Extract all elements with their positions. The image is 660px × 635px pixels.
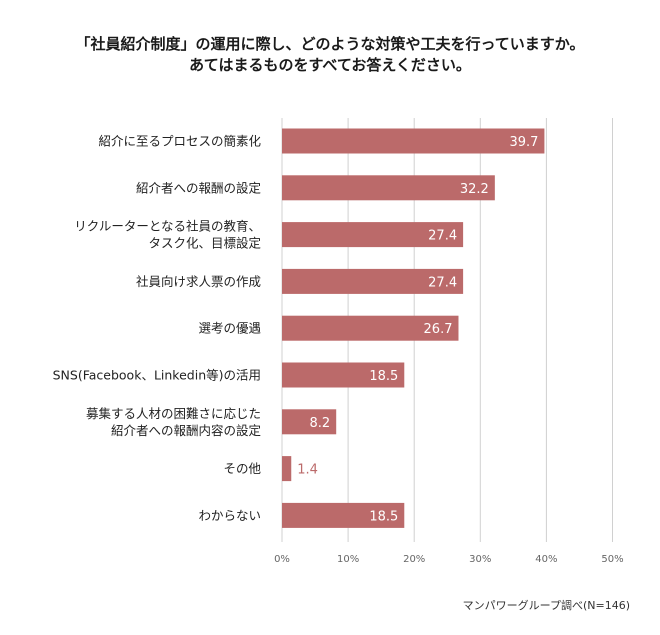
value-label: 1.4 xyxy=(297,463,318,478)
x-tick-label: 40% xyxy=(535,554,557,565)
category-label: SNS(Facebook、Linkedin等)の活用 xyxy=(53,368,261,383)
category-label: 紹介者への報酬の設定 xyxy=(136,180,261,195)
value-label: 18.5 xyxy=(369,369,398,384)
category-label: 社員向け求人票の作成 xyxy=(136,274,261,289)
bar xyxy=(282,128,545,154)
bar xyxy=(282,456,292,482)
category-label: タスク化、目標設定 xyxy=(148,236,261,251)
value-label: 18.5 xyxy=(369,509,398,524)
value-label: 26.7 xyxy=(424,322,453,337)
value-label: 27.4 xyxy=(428,229,457,244)
chart-title: 「社員紹介制度」の運用に際し、どのような対策や工夫を行っていますか。 あてはまる… xyxy=(0,34,660,76)
value-label: 27.4 xyxy=(428,275,457,290)
category-label: その他 xyxy=(223,461,261,476)
category-label: 選考の優遇 xyxy=(198,321,261,336)
category-labels: 紹介に至るプロセスの簡素化紹介者への報酬の設定リクルーターとなる社員の教育、タス… xyxy=(53,134,262,523)
value-label: 32.2 xyxy=(460,182,489,197)
value-label: 39.7 xyxy=(509,135,538,150)
chart-title-line-2: あてはまるものをすべてお答えください。 xyxy=(189,56,471,74)
bar xyxy=(282,268,464,294)
source-note: マンパワーグループ調べ(N=146) xyxy=(462,599,630,612)
x-tick-label: 30% xyxy=(469,554,491,565)
chart-title-line-1: 「社員紹介制度」の運用に際し、どのような対策や工夫を行っていますか。 xyxy=(75,35,585,53)
category-label: 紹介者への報酬内容の設定 xyxy=(111,423,261,438)
x-tick-label: 10% xyxy=(337,554,359,565)
x-tick-label: 0% xyxy=(274,554,290,565)
bars xyxy=(282,128,545,528)
bar xyxy=(282,502,405,528)
value-labels: 39.7 32.2 27.4 27.4 26.7 18.5 8.2 1.4 18.5 xyxy=(297,135,538,524)
bar xyxy=(282,222,464,248)
category-label: わからない xyxy=(198,508,261,523)
bar xyxy=(282,315,459,341)
category-label: 募集する人材の困難さに応じた xyxy=(86,406,261,421)
x-axis-tick-labels: 0% 10% 20% 30% 40% 50% xyxy=(274,554,624,565)
x-tick-label: 20% xyxy=(403,554,425,565)
category-label: リクルーターとなる社員の教育、 xyxy=(74,219,261,234)
bar xyxy=(282,409,337,435)
x-tick-label: 50% xyxy=(601,554,623,565)
bar xyxy=(282,175,495,201)
bar xyxy=(282,362,405,388)
category-label: 紹介に至るプロセスの簡素化 xyxy=(98,134,261,149)
value-label: 8.2 xyxy=(310,416,331,431)
